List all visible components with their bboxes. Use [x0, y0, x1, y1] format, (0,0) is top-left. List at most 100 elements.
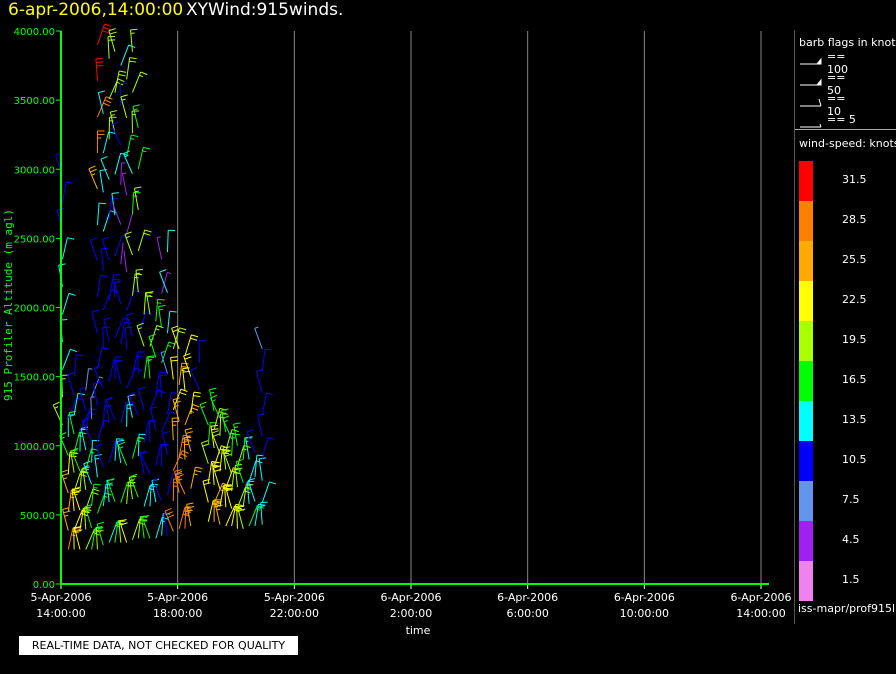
wind-barb: [183, 353, 192, 377]
wind-barb: [202, 478, 211, 503]
wind-barb: [100, 156, 110, 180]
wind-barb: [198, 340, 207, 363]
wind-barb: [67, 372, 75, 396]
wind-barb: [121, 172, 128, 196]
wind-barb: [105, 396, 116, 421]
wind-barb: [172, 450, 189, 471]
wind-barb: [212, 461, 220, 485]
barb-symbol-icon: [800, 98, 822, 107]
wind-barb: [161, 443, 169, 467]
x-tick-label: 22:00:00: [270, 607, 319, 620]
wind-barb: [96, 419, 111, 442]
wind-barb: [96, 521, 105, 546]
y-tick-label: 3000.00: [14, 165, 55, 176]
wind-barb: [61, 181, 73, 204]
wind-barb: [151, 478, 159, 503]
wind-barb: [155, 298, 165, 322]
wind-barb: [101, 236, 110, 261]
colorbar-swatch: [799, 561, 813, 601]
colorbar-label: 4.5: [842, 533, 860, 546]
wind-barb: [137, 312, 153, 334]
colorbar-label: 31.5: [842, 173, 867, 186]
wind-barb-chart: 5-Apr-2006 14:00:00 5-Apr-2006 18:00:00 5-Ap…: [2, 23, 792, 637]
wind-barb: [149, 406, 158, 430]
wind-barb: [235, 459, 244, 483]
wind-barb: [94, 454, 102, 478]
y-tick-label: 2500.00: [14, 234, 55, 245]
wind-barb: [140, 450, 151, 475]
barb-symbol-icon: [800, 57, 822, 65]
wind-barb: [58, 263, 66, 287]
wind-barb: [88, 165, 98, 190]
wind-barb: [159, 374, 168, 398]
wind-barb: [131, 191, 141, 215]
wind-barb: [210, 394, 221, 419]
wind-barb: [184, 334, 199, 357]
wind-barb: [149, 419, 157, 443]
wind-barb: [95, 443, 104, 468]
x-tick-label: 6:00:00: [506, 607, 548, 620]
x-axis-label: time: [406, 624, 431, 637]
colorbar-swatch: [799, 321, 813, 361]
wind-barb: [91, 309, 99, 334]
wind-barb: [107, 478, 116, 502]
y-axis-label: 915 Profiler Altitude (m agl): [2, 209, 15, 401]
wind-barb: [158, 304, 166, 329]
wind-barb: [117, 441, 128, 466]
wind-barb: [237, 505, 246, 529]
wind-barb: [261, 481, 277, 503]
wind-barb: [100, 247, 109, 271]
wind-barb: [120, 94, 128, 119]
y-tick-label: 500.00: [20, 511, 55, 522]
y-tick-label: 3500.00: [14, 96, 55, 107]
wind-barb: [126, 134, 139, 157]
legend-divider: [795, 129, 896, 130]
x-tick-label: 5-Apr-2006: [264, 591, 325, 604]
wind-barb: [120, 44, 136, 66]
wind-barb: [245, 436, 253, 460]
wind-barb: [81, 417, 93, 442]
x-tick-label: 5-Apr-2006: [147, 591, 208, 604]
wind-barb: [91, 440, 100, 463]
wind-barb: [132, 104, 140, 128]
x-tick-label: 10:00:00: [620, 607, 669, 620]
quality-warning: REAL-TIME DATA, NOT CHECKED FOR QUALITY: [19, 636, 298, 655]
wind-barb: [91, 483, 101, 507]
colorbar-label: 13.5: [842, 413, 867, 426]
colorbar-swatch: [799, 281, 813, 321]
wind-barb: [211, 430, 221, 454]
wind-barb: [233, 422, 241, 446]
colorbar-swatch: [799, 361, 813, 401]
wind-barb: [125, 312, 134, 337]
wind-barb: [184, 427, 193, 452]
wind-barb: [84, 504, 93, 528]
wind-barb: [123, 150, 133, 174]
wind-barb: [255, 369, 264, 394]
wind-barb: [114, 317, 131, 339]
wind-barb: [83, 460, 93, 485]
wind-barb: [261, 392, 274, 415]
wind-barb: [61, 374, 69, 398]
barb-symbol-icon: [800, 123, 822, 128]
y-tick-label: 4000.00: [14, 27, 55, 38]
wind-barb: [60, 469, 70, 494]
wind-barb: [162, 431, 170, 455]
wind-barb: [62, 507, 71, 531]
wind-barb: [131, 110, 140, 134]
wind-barb: [124, 326, 133, 350]
colorbar-label: 25.5: [842, 253, 867, 266]
wind-barb: [99, 169, 107, 193]
wind-barb: [112, 203, 122, 225]
wind-barb: [141, 514, 151, 539]
wind-barb: [149, 483, 159, 507]
wind-barb: [161, 411, 177, 433]
barb-symbol-icon: [800, 78, 822, 86]
wind-barb: [164, 507, 175, 532]
wind-barb: [89, 237, 98, 262]
wind-barb: [174, 469, 183, 493]
wind-barb: [61, 237, 75, 260]
colorbar-label: 22.5: [842, 293, 867, 306]
wind-barb: [129, 473, 139, 498]
wind-barb: [155, 371, 167, 394]
wind-barb: [112, 274, 121, 298]
